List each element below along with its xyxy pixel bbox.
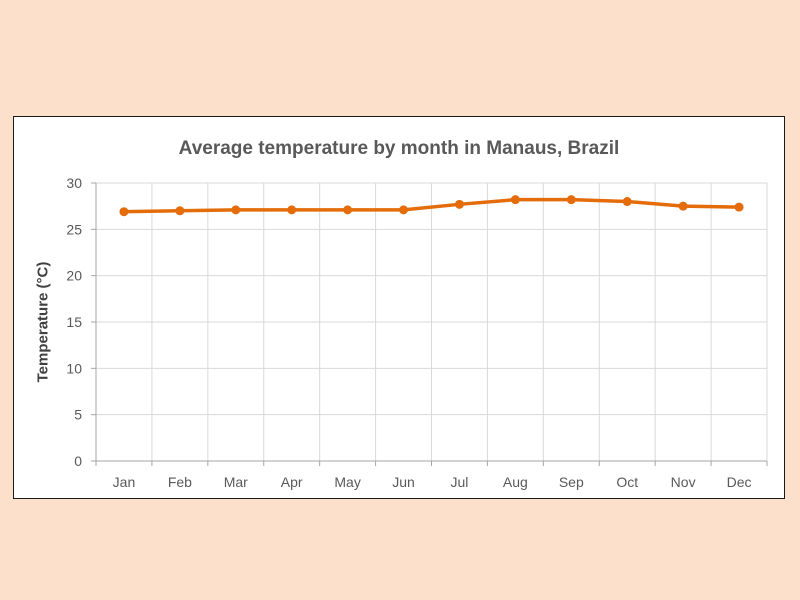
x-tick-label: Apr	[281, 474, 303, 490]
y-tick-label: 5	[74, 407, 82, 423]
x-tick-label: Dec	[727, 474, 752, 490]
data-point	[175, 206, 185, 216]
y-axis-label: Temperature (°C)	[34, 262, 51, 383]
data-point	[622, 197, 632, 207]
data-point	[734, 202, 744, 212]
axes	[91, 182, 768, 466]
data-point	[399, 205, 409, 215]
y-tick-label: 15	[66, 314, 82, 330]
series	[119, 195, 744, 217]
x-tick-label: Jan	[113, 474, 136, 490]
x-tick-label: Oct	[616, 474, 638, 490]
tick-labels: 0 5 10 15 20 25 30 Jan Feb Mar Apr May Jun Jul Aug Sep O…	[66, 175, 751, 490]
data-point	[231, 205, 241, 215]
series-line	[122, 197, 741, 214]
chart-frame: Average temperature by month in Manaus, …	[13, 116, 785, 499]
data-point	[287, 205, 297, 215]
gridlines	[96, 182, 768, 461]
y-tick-label: 0	[74, 453, 82, 469]
data-point	[678, 201, 688, 211]
x-tick-label: May	[334, 474, 360, 490]
x-tick-label: Sep	[559, 474, 584, 490]
x-tick-label: Jul	[451, 474, 469, 490]
data-point	[510, 195, 520, 205]
x-tick-label: Jun	[392, 474, 415, 490]
y-tick-label: 25	[66, 221, 82, 237]
y-tick-label: 20	[66, 268, 82, 284]
x-tick-label: Mar	[224, 474, 248, 490]
x-tick-label: Feb	[168, 474, 192, 490]
y-tick-label: 30	[66, 175, 82, 191]
y-tick-label: 10	[66, 360, 82, 376]
x-tick-label: Nov	[671, 474, 696, 490]
data-point	[566, 195, 576, 205]
line-chart: Average temperature by month in Manaus, …	[34, 138, 768, 490]
x-tick-label: Aug	[503, 474, 528, 490]
data-point	[343, 205, 353, 215]
data-point	[119, 207, 129, 217]
data-point	[454, 199, 464, 209]
chart-title: Average temperature by month in Manaus, …	[179, 138, 620, 159]
